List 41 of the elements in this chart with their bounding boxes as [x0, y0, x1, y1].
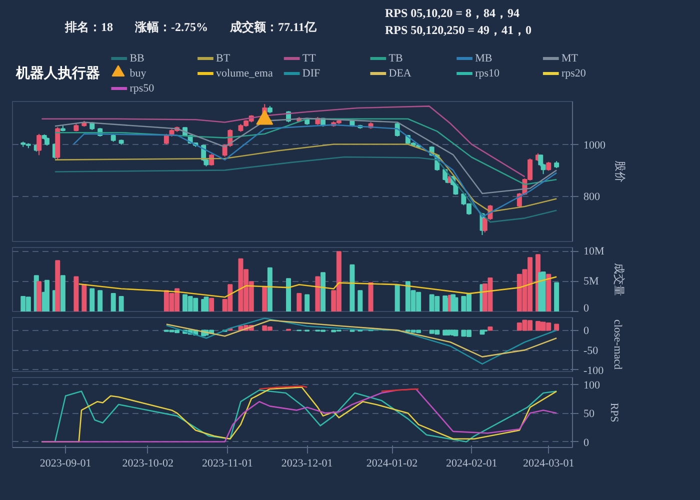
legend-label: buy: [130, 68, 147, 80]
text: RPS 50,120,250 = 49，41，0: [385, 22, 532, 40]
text: 涨幅：-2.75%: [135, 20, 208, 34]
text: RPS 05,10,20 = 8，84，94: [385, 5, 521, 22]
legend-label: BT: [216, 52, 230, 64]
y-axis-title: close-macd: [612, 319, 624, 370]
x-tick-label: 2023-10-02: [122, 458, 174, 470]
chart-title: 机器人执行器: [15, 64, 100, 80]
x-tick-label: 2023-11-01: [202, 458, 253, 470]
y-tick-label: 0: [584, 325, 590, 338]
legend-label: volume_ema: [216, 68, 273, 80]
legend-label: MB: [475, 52, 492, 64]
text: 排名：18: [65, 20, 113, 34]
legend-label: TT: [302, 52, 316, 64]
y-tick-label: -100: [584, 364, 604, 377]
y-tick-label: 10M: [584, 246, 604, 258]
y-tick-label: 50: [584, 408, 595, 420]
legend-label: TB: [388, 52, 403, 64]
legend-label: BB: [130, 52, 144, 64]
x-tick-label: 2023-12-01: [281, 458, 333, 470]
y-axis-title: RPS: [608, 402, 620, 422]
y-tick-label: 1000: [584, 139, 606, 152]
legend-label: rps10: [475, 68, 500, 80]
legend-label: MT: [561, 52, 578, 64]
y-tick-label: 0: [584, 302, 590, 314]
x-tick-label: 2024-03-01: [522, 458, 574, 470]
y-tick-label: 0: [584, 436, 590, 449]
y-tick-label: 100: [584, 379, 600, 392]
y-tick-label: 5M: [584, 276, 599, 288]
x-tick-label: 2023-09-01: [40, 458, 92, 470]
y-axis-title: 成交量: [612, 263, 626, 296]
legend-label: DEA: [388, 68, 412, 80]
y-tick-label: 800: [584, 191, 600, 204]
legend-label: rps50: [130, 82, 155, 94]
legend-label: DIF: [302, 68, 320, 80]
text: 成交额：77.11亿: [230, 20, 316, 34]
x-tick-label: 2024-01-02: [366, 458, 418, 470]
y-tick-label: -50: [584, 345, 599, 358]
legend-label: rps20: [561, 68, 586, 80]
x-tick-label: 2024-02-01: [446, 458, 498, 470]
y-axis-title: 股价: [614, 160, 626, 182]
